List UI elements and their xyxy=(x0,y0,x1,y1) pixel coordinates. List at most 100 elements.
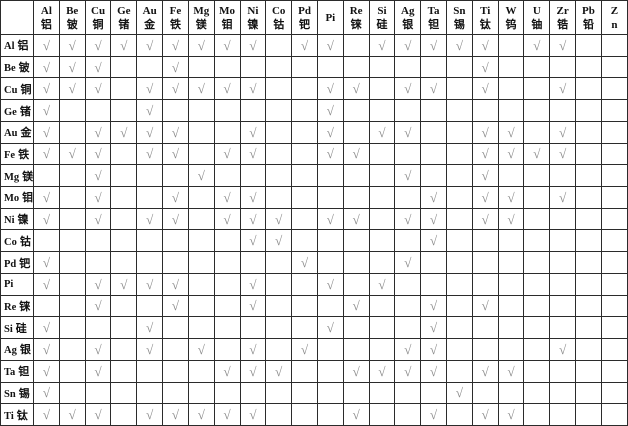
cell-ag-pb xyxy=(575,338,602,361)
cell-mg-zn xyxy=(600,164,628,188)
cell-mg-ta xyxy=(420,164,447,188)
cell-ge-be xyxy=(58,99,86,122)
cell-pi-ag xyxy=(394,272,422,296)
cell-mg-sn xyxy=(446,164,473,188)
cell-re-w xyxy=(497,294,525,318)
row-header-chinese: 钛 xyxy=(16,409,28,422)
check-mark: √ xyxy=(275,233,283,249)
cell-mg-u xyxy=(523,164,551,188)
matrix-row-ti: Ti 钛 √ √ √ √ √ √ √ √ √ √ √ √ xyxy=(0,403,628,426)
cell-pd-ti xyxy=(471,251,499,274)
col-header-symbol: Pb xyxy=(582,4,595,17)
cell-be-mo xyxy=(213,55,241,79)
check-mark: √ xyxy=(404,124,412,140)
check-mark: √ xyxy=(94,189,102,205)
col-header-ge: Ge 锗 xyxy=(110,0,138,35)
cell-au-zr: √ xyxy=(549,120,577,144)
cell-mg-re xyxy=(342,164,370,188)
row-header-chinese: 钽 xyxy=(18,366,30,379)
cell-au-sn xyxy=(446,120,473,144)
cell-ni-al: √ xyxy=(33,207,60,231)
cell-mg-cu: √ xyxy=(84,164,112,188)
cell-si-pd xyxy=(291,316,318,340)
check-mark: √ xyxy=(481,146,489,162)
check-mark: √ xyxy=(404,37,412,53)
check-mark: √ xyxy=(326,146,334,162)
cell-cu-ta: √ xyxy=(420,77,447,101)
check-mark: √ xyxy=(430,81,438,97)
cell-ni-re: √ xyxy=(342,207,370,231)
cell-ti-pb xyxy=(575,403,602,426)
cell-co-u xyxy=(523,229,551,253)
matrix-head: Al 铝 Be 铍 Cu 铜 Ge 锗 Au 金 Fe 铁 Mg 镁 Mo 钼 Ni 镍 Co 钴 Pd 钯 Pi Re 铼 Si… xyxy=(0,0,628,35)
check-mark: √ xyxy=(171,276,180,292)
row-header-chinese: 钼 xyxy=(22,192,34,205)
cell-ag-be xyxy=(58,338,86,361)
cell-fe-ti: √ xyxy=(471,142,499,166)
cell-al-pi: √ xyxy=(316,34,344,57)
cell-au-pb xyxy=(575,120,602,144)
cell-ag-fe xyxy=(162,338,189,361)
check-mark: √ xyxy=(275,211,283,227)
check-mark: √ xyxy=(455,385,463,401)
cell-ge-ti xyxy=(471,99,499,122)
check-mark: √ xyxy=(171,124,180,140)
cell-fe-al: √ xyxy=(33,142,60,166)
row-header-pi: Pi xyxy=(0,272,34,296)
cell-mo-pd xyxy=(291,186,318,209)
cell-ti-ta: √ xyxy=(420,403,447,426)
cell-ta-ni: √ xyxy=(239,359,267,383)
row-header-symbol: Ti xyxy=(4,410,14,422)
cell-re-mo xyxy=(213,294,241,318)
check-mark: √ xyxy=(42,189,50,205)
row-header-symbol: Be xyxy=(4,63,16,75)
cell-fe-pd xyxy=(291,142,318,166)
check-mark: √ xyxy=(533,37,541,53)
cell-pi-fe: √ xyxy=(162,272,189,296)
cell-sn-ni xyxy=(239,381,267,405)
check-mark: √ xyxy=(146,320,154,336)
cell-ag-mg: √ xyxy=(187,338,215,361)
row-header-chinese: 铍 xyxy=(18,62,30,75)
cell-au-mg xyxy=(187,120,215,144)
cell-mo-ta: √ xyxy=(420,186,447,209)
matrix-body: Al 铝 √ √ √ √ √ √ √ √ √ √ √ √ √ √ √ √ √ √ Be 铍 √ √ √ √ √ Cu 铜 √ √ √ √ √ √ √ √… xyxy=(0,34,628,426)
cell-fe-ag xyxy=(394,142,422,166)
cell-ag-zr: √ xyxy=(549,338,577,361)
col-header-chinese: 镍 xyxy=(247,18,259,31)
cell-mo-re xyxy=(342,186,370,209)
cell-ge-zn xyxy=(600,99,628,122)
cell-al-cu: √ xyxy=(84,34,112,57)
cell-be-al: √ xyxy=(33,55,60,79)
cell-re-pb xyxy=(575,294,602,318)
cell-ag-re xyxy=(342,338,370,361)
cell-si-mo xyxy=(213,316,241,340)
cell-be-mg xyxy=(187,55,215,79)
cell-cu-co xyxy=(265,77,293,101)
cell-au-pi: √ xyxy=(316,120,344,144)
cell-ta-w: √ xyxy=(497,359,525,383)
cell-mg-mo xyxy=(213,164,241,188)
cell-re-be xyxy=(58,294,86,318)
cell-co-zn xyxy=(600,229,628,253)
cell-si-ni xyxy=(239,316,267,340)
check-mark: √ xyxy=(481,168,489,184)
check-mark: √ xyxy=(378,37,386,53)
col-header-symbol: Ti xyxy=(480,4,491,17)
matrix-row-sn: Sn 锡 √ √ xyxy=(0,381,628,405)
check-mark: √ xyxy=(249,276,257,292)
cell-ni-fe: √ xyxy=(162,207,189,231)
check-mark: √ xyxy=(146,276,154,292)
row-header-re: Re 铼 xyxy=(0,294,34,318)
cell-ti-ti: √ xyxy=(471,403,499,426)
check-mark: √ xyxy=(42,103,50,119)
cell-ti-pi xyxy=(316,403,344,426)
check-mark: √ xyxy=(223,146,231,162)
cell-pi-au: √ xyxy=(136,272,164,296)
cell-au-fe: √ xyxy=(162,120,189,144)
cell-re-pi xyxy=(316,294,344,318)
col-header-pi: Pi xyxy=(316,0,344,35)
col-header-symbol: Mg xyxy=(193,4,210,17)
check-mark: √ xyxy=(171,189,180,205)
cell-mg-zr xyxy=(549,164,577,188)
